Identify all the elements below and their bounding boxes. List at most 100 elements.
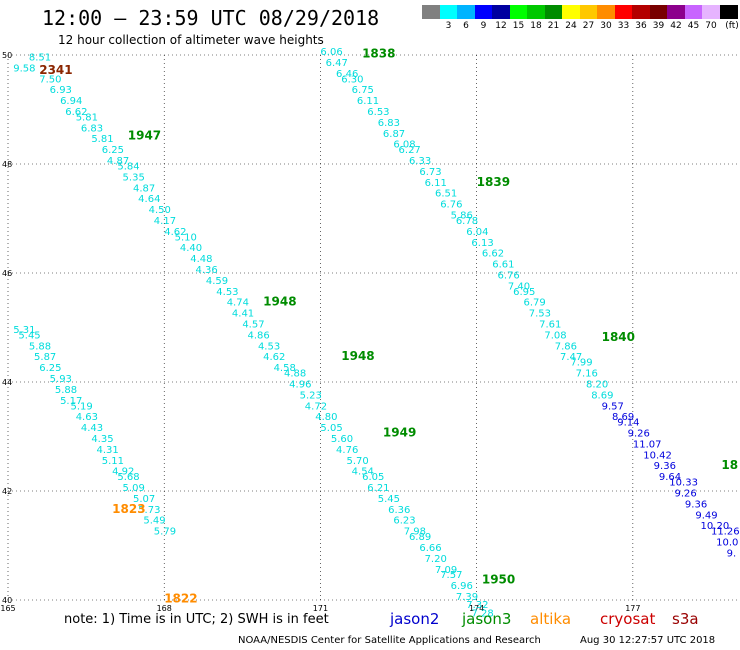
wave-height-value: 4.86 (248, 330, 270, 341)
wave-height-value: 6.83 (81, 123, 103, 134)
wave-height-value: 4.87 (133, 183, 155, 194)
x-tick-label: 168 (157, 604, 172, 613)
wave-height-value: 5.23 (300, 390, 322, 401)
color-bin-label: 15 (512, 21, 525, 31)
color-bin-swatch (579, 5, 598, 19)
wave-height-value: 5.73 (138, 505, 160, 516)
pass-time-label: 1839 (477, 175, 510, 189)
wave-height-value: 5.81 (91, 134, 113, 145)
wave-height-value: 5.05 (320, 423, 342, 434)
wave-height-value: 4.59 (206, 276, 228, 287)
color-bin-swatch (667, 5, 685, 19)
wave-height-value: 9.26 (628, 429, 650, 440)
wave-height-value: 4.80 (315, 412, 337, 423)
wave-height-value: 6.83 (378, 118, 400, 129)
wave-height-value: 7.28 (471, 608, 493, 619)
wave-height-value: 4.54 (352, 467, 374, 478)
wave-height-value: 7.61 (539, 320, 561, 331)
color-bin-label: 3 (445, 21, 452, 31)
color-bin-swatch (439, 5, 458, 19)
wave-height-value: 8.51 (29, 52, 51, 63)
wave-height-value: 10.0 (716, 538, 738, 549)
wave-height-value: 6.30 (341, 74, 363, 85)
wave-height-value: 4.17 (154, 216, 176, 227)
color-bin-label: 12 (495, 21, 507, 31)
wave-height-value: 9.36 (685, 499, 707, 510)
wave-height-value: 6.06 (320, 47, 342, 58)
color-bin-swatch (457, 5, 475, 19)
wave-height-value: 5.60 (331, 434, 353, 445)
wave-height-value: 10.42 (643, 450, 672, 461)
wave-height-value: 6.62 (65, 107, 87, 118)
pass-time-label: 1948 (263, 295, 296, 309)
wave-height-value: 6.05 (362, 472, 384, 483)
color-bin-swatch (544, 5, 563, 19)
pass-time-label: 1823 (112, 502, 145, 516)
wave-height-value: 5.84 (117, 161, 139, 172)
wave-height-value: 6.62 (482, 249, 504, 260)
color-bin-swatch (632, 5, 650, 19)
color-bin-swatch (492, 5, 510, 19)
color-bin-swatch (509, 5, 528, 19)
x-tick-label: 177 (625, 604, 640, 613)
grid-lines (7, 54, 737, 601)
color-bin-swatch (597, 5, 615, 19)
wave-height-value: 5.88 (55, 385, 77, 396)
color-bin-label: 42 (670, 21, 682, 31)
credit-line: NOAA/NESDIS Center for Satellite Applica… (238, 635, 541, 646)
color-scale-unit: (ft) (725, 21, 739, 31)
wave-height-value: 9.49 (695, 510, 717, 521)
wave-height-value: 9.57 (602, 401, 624, 412)
wave-height-value: 6.51 (435, 189, 457, 200)
pass-time-label: 1947 (128, 128, 161, 142)
wave-height-value: 7.40 (508, 281, 530, 292)
wave-height-value: 6.94 (60, 96, 82, 107)
wave-height-value: 4.50 (149, 205, 171, 216)
wave-height-value: 6.79 (524, 298, 546, 309)
wave-height-value: 5.17 (60, 396, 82, 407)
wave-height-value: 5.49 (143, 516, 165, 527)
wave-height-value: 5.45 (378, 494, 400, 505)
wave-height-value: 4.63 (76, 412, 98, 423)
wave-height-value: 6.36 (388, 505, 410, 516)
wave-height-value: 4.74 (227, 298, 249, 309)
wave-height-value: 7.50 (39, 74, 61, 85)
wave-height-value: 5.10 (175, 232, 197, 243)
wave-height-value: 5.19 (70, 401, 92, 412)
color-bin-swatch (474, 5, 493, 19)
wave-height-value: 9.14 (617, 418, 639, 429)
wave-height-value: 8.69 (612, 412, 634, 423)
wave-height-value: 6.27 (399, 145, 421, 156)
wave-height-value: 4.96 (289, 379, 311, 390)
y-tick-label: 44 (2, 378, 12, 387)
plot-axes: 165 168 171 174 177 40 42 44 46 48 50 (0, 51, 640, 613)
color-bin-label: 36 (635, 21, 647, 31)
wave-height-value: 6.11 (425, 178, 447, 189)
pass-time-label: 18 (721, 458, 738, 472)
color-bin-swatch (719, 5, 738, 19)
wave-height-value: 8.20 (586, 379, 608, 390)
wave-height-value: 7.16 (576, 369, 598, 380)
wave-height-value: 4.72 (305, 401, 327, 412)
color-bin-label: 45 (687, 21, 700, 31)
wave-height-value: 4.48 (190, 254, 212, 265)
mission-label-jason2: jason2 (390, 610, 440, 628)
wave-height-value: 6.87 (383, 129, 405, 140)
wave-height-value: 6.96 (451, 581, 473, 592)
x-tick-label: 171 (313, 604, 328, 613)
wave-height-value: 6.93 (50, 85, 72, 96)
wave-height-value: 9.36 (654, 461, 676, 472)
wave-height-value: 6.47 (326, 58, 348, 69)
wave-height-value: 6.53 (367, 107, 389, 118)
wave-height-value: 9.64 (659, 472, 681, 483)
wave-height-value: 4.64 (138, 194, 160, 205)
wave-height-value: 6.13 (471, 238, 493, 249)
wave-height-value: 4.36 (195, 265, 217, 276)
color-bin-label: 9 (480, 21, 487, 31)
color-bin-label: 21 (547, 21, 560, 31)
wave-height-value: 4.40 (180, 243, 202, 254)
wave-height-value: 5.86 (451, 211, 473, 222)
wave-height-value: 6.76 (440, 200, 462, 211)
y-tick-label: 40 (2, 596, 12, 605)
wave-height-value: 6.66 (419, 543, 441, 554)
